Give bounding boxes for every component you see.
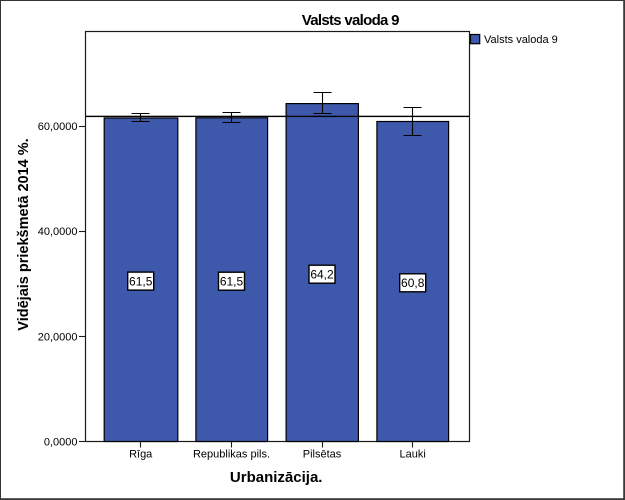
svg-text:0,0000: 0,0000 (44, 437, 78, 449)
svg-text:Lauki: Lauki (400, 449, 426, 461)
svg-text:Rīga: Rīga (129, 449, 153, 461)
svg-text:20,0000: 20,0000 (38, 331, 78, 343)
svg-text:Urbanizācija.: Urbanizācija. (230, 469, 323, 486)
svg-text:Pilsētas: Pilsētas (303, 449, 342, 461)
svg-text:60,8: 60,8 (401, 276, 425, 290)
svg-text:40,0000: 40,0000 (38, 226, 78, 238)
svg-text:60,0000: 60,0000 (38, 121, 78, 133)
svg-text:Republikas pils.: Republikas pils. (193, 449, 270, 461)
svg-text:61,5: 61,5 (220, 274, 244, 288)
svg-text:61,5: 61,5 (129, 274, 153, 288)
svg-text:Valsts valoda 9: Valsts valoda 9 (484, 34, 558, 46)
svg-text:Vidējais priekšmetā 2014 %.: Vidējais priekšmetā 2014 %. (16, 138, 32, 330)
svg-text:Valsts valoda 9: Valsts valoda 9 (302, 12, 399, 29)
svg-text:64,2: 64,2 (310, 267, 334, 281)
